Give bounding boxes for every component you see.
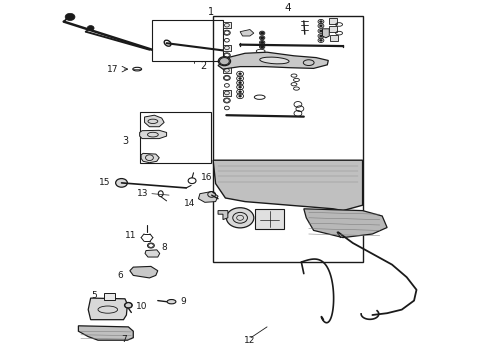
Circle shape bbox=[87, 26, 94, 31]
Text: 8: 8 bbox=[162, 243, 168, 252]
Polygon shape bbox=[145, 115, 164, 127]
Text: 5: 5 bbox=[91, 292, 97, 300]
Polygon shape bbox=[304, 209, 387, 238]
Ellipse shape bbox=[260, 57, 289, 64]
Text: 3: 3 bbox=[122, 136, 128, 146]
Bar bbox=[223, 22, 231, 28]
Circle shape bbox=[260, 32, 264, 35]
Bar bbox=[255, 209, 284, 229]
Ellipse shape bbox=[219, 57, 231, 66]
Circle shape bbox=[319, 21, 322, 23]
Text: 14: 14 bbox=[184, 199, 196, 208]
Circle shape bbox=[239, 86, 242, 88]
Text: 11: 11 bbox=[125, 231, 136, 240]
Text: 9: 9 bbox=[180, 297, 186, 306]
Polygon shape bbox=[218, 211, 228, 220]
Circle shape bbox=[319, 39, 322, 41]
Circle shape bbox=[65, 13, 75, 21]
Text: 13: 13 bbox=[137, 189, 149, 198]
Circle shape bbox=[319, 35, 322, 37]
Bar bbox=[329, 26, 337, 32]
Circle shape bbox=[260, 41, 264, 44]
Bar bbox=[140, 112, 211, 163]
Circle shape bbox=[319, 30, 322, 32]
Text: 10: 10 bbox=[136, 302, 147, 311]
Bar bbox=[223, 90, 231, 96]
Circle shape bbox=[260, 36, 264, 39]
Text: 15: 15 bbox=[99, 179, 110, 188]
Circle shape bbox=[239, 95, 242, 97]
Polygon shape bbox=[130, 266, 158, 278]
Bar bbox=[330, 35, 338, 41]
Polygon shape bbox=[322, 29, 329, 38]
Polygon shape bbox=[198, 192, 218, 202]
Polygon shape bbox=[145, 250, 160, 257]
Bar bbox=[104, 293, 115, 300]
Circle shape bbox=[239, 91, 242, 93]
Polygon shape bbox=[218, 52, 328, 69]
Ellipse shape bbox=[167, 300, 176, 304]
Text: 1: 1 bbox=[208, 7, 214, 17]
Bar bbox=[213, 16, 363, 262]
Circle shape bbox=[239, 82, 242, 84]
Circle shape bbox=[116, 179, 127, 187]
Polygon shape bbox=[140, 130, 167, 139]
Text: 12: 12 bbox=[244, 336, 256, 346]
Text: 2: 2 bbox=[200, 61, 206, 71]
Bar bbox=[152, 20, 223, 61]
Polygon shape bbox=[78, 326, 133, 340]
Bar bbox=[223, 45, 231, 51]
Text: 4: 4 bbox=[285, 3, 291, 13]
Bar bbox=[329, 18, 337, 24]
Circle shape bbox=[226, 208, 254, 228]
Polygon shape bbox=[240, 30, 254, 36]
Circle shape bbox=[239, 77, 242, 80]
Circle shape bbox=[239, 73, 242, 75]
Ellipse shape bbox=[124, 302, 132, 308]
Polygon shape bbox=[88, 298, 127, 320]
Polygon shape bbox=[141, 153, 159, 163]
Polygon shape bbox=[213, 160, 363, 211]
Text: 16: 16 bbox=[201, 173, 212, 182]
Text: 7: 7 bbox=[122, 335, 127, 343]
Bar bbox=[223, 67, 231, 73]
Text: 17: 17 bbox=[107, 65, 119, 74]
Circle shape bbox=[319, 25, 322, 27]
Circle shape bbox=[260, 45, 264, 48]
Text: 6: 6 bbox=[118, 271, 123, 280]
